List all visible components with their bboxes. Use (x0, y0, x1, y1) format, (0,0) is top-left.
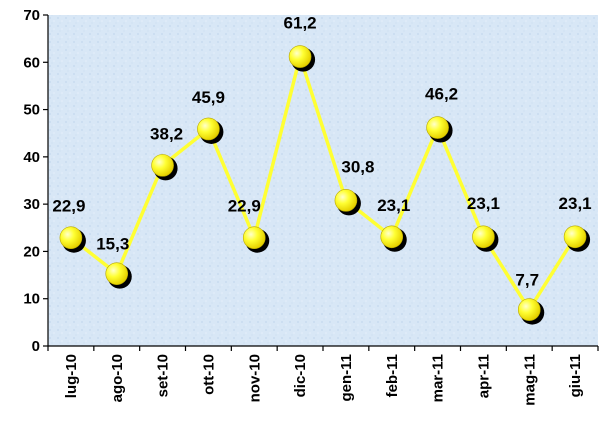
y-tick-label: 30 (23, 196, 40, 213)
data-label: 22,9 (52, 197, 85, 216)
y-tick-label: 20 (23, 243, 40, 260)
data-label: 38,2 (150, 124, 183, 143)
point-marker (472, 225, 495, 249)
point-marker (334, 189, 358, 212)
x-tick-label: ago-10 (109, 354, 126, 402)
x-tick-label: dic-10 (292, 354, 309, 397)
point-marker (105, 262, 129, 285)
point-marker (426, 116, 449, 139)
y-tick-label: 50 (23, 102, 40, 119)
x-tick-label: set-10 (155, 354, 172, 397)
x-tick-label: nov-10 (246, 354, 263, 402)
data-label: 46,2 (425, 85, 458, 104)
point-marker (288, 45, 312, 68)
point-marker (151, 154, 174, 177)
x-tick-label: apr-11 (475, 354, 492, 398)
x-tick-label: mag-11 (521, 354, 538, 406)
y-tick-label: 40 (23, 149, 40, 166)
y-tick-label: 0 (32, 338, 40, 355)
data-label: 22,9 (228, 197, 261, 216)
point-marker (59, 226, 83, 250)
x-tick-label: gen-11 (338, 354, 355, 402)
y-tick-label: 70 (23, 7, 40, 24)
data-label: 23,1 (559, 194, 592, 213)
data-label: 23,1 (467, 194, 500, 213)
plot-area (48, 15, 598, 346)
point-marker (197, 117, 220, 141)
point-marker (517, 298, 541, 321)
data-label: 23,1 (377, 196, 410, 215)
data-label: 61,2 (284, 14, 317, 33)
y-tick-label: 10 (23, 291, 40, 308)
data-label: 45,9 (192, 88, 225, 107)
data-label: 7,7 (515, 271, 539, 290)
data-label: 30,8 (341, 157, 374, 176)
x-tick-label: lug-10 (63, 354, 80, 398)
y-tick-label: 60 (23, 54, 40, 71)
x-tick-label: giu-11 (567, 354, 584, 397)
point-marker (380, 225, 404, 249)
x-tick-label: feb-11 (384, 354, 401, 397)
point-marker (242, 226, 266, 250)
point-marker (563, 225, 587, 249)
data-label: 15,3 (96, 235, 129, 254)
x-tick-label: mar-11 (430, 354, 447, 402)
x-tick-label: ott-10 (200, 354, 217, 395)
